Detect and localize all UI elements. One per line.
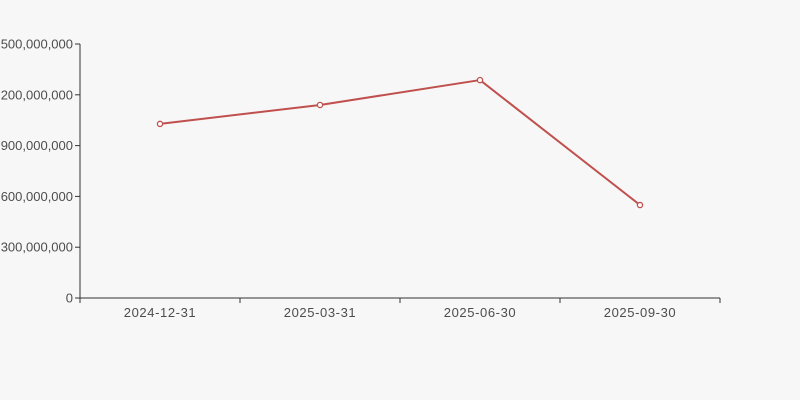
y-axis-tick-label: 0 xyxy=(66,291,73,306)
y-axis-tick-label: 900,000,000 xyxy=(1,138,73,153)
y-axis-tick-label: 600,000,000 xyxy=(1,189,73,204)
y-axis-tick-label: 300,000,000 xyxy=(1,240,73,255)
data-point-marker xyxy=(156,120,164,128)
x-axis-tick-label: 2025-06-30 xyxy=(444,305,517,320)
x-axis-tick-label: 2024-12-31 xyxy=(124,305,197,320)
series-line xyxy=(159,79,641,207)
y-axis-tick-label: 1,200,000,000 xyxy=(0,87,73,102)
data-point-marker xyxy=(476,76,484,84)
data-point-marker xyxy=(636,201,644,209)
y-axis-tick-label: 1,500,000,000 xyxy=(0,37,73,52)
data-point-marker xyxy=(316,101,324,109)
x-axis-tick-label: 2025-09-30 xyxy=(604,305,677,320)
x-axis-tick-label: 2025-03-31 xyxy=(284,305,357,320)
